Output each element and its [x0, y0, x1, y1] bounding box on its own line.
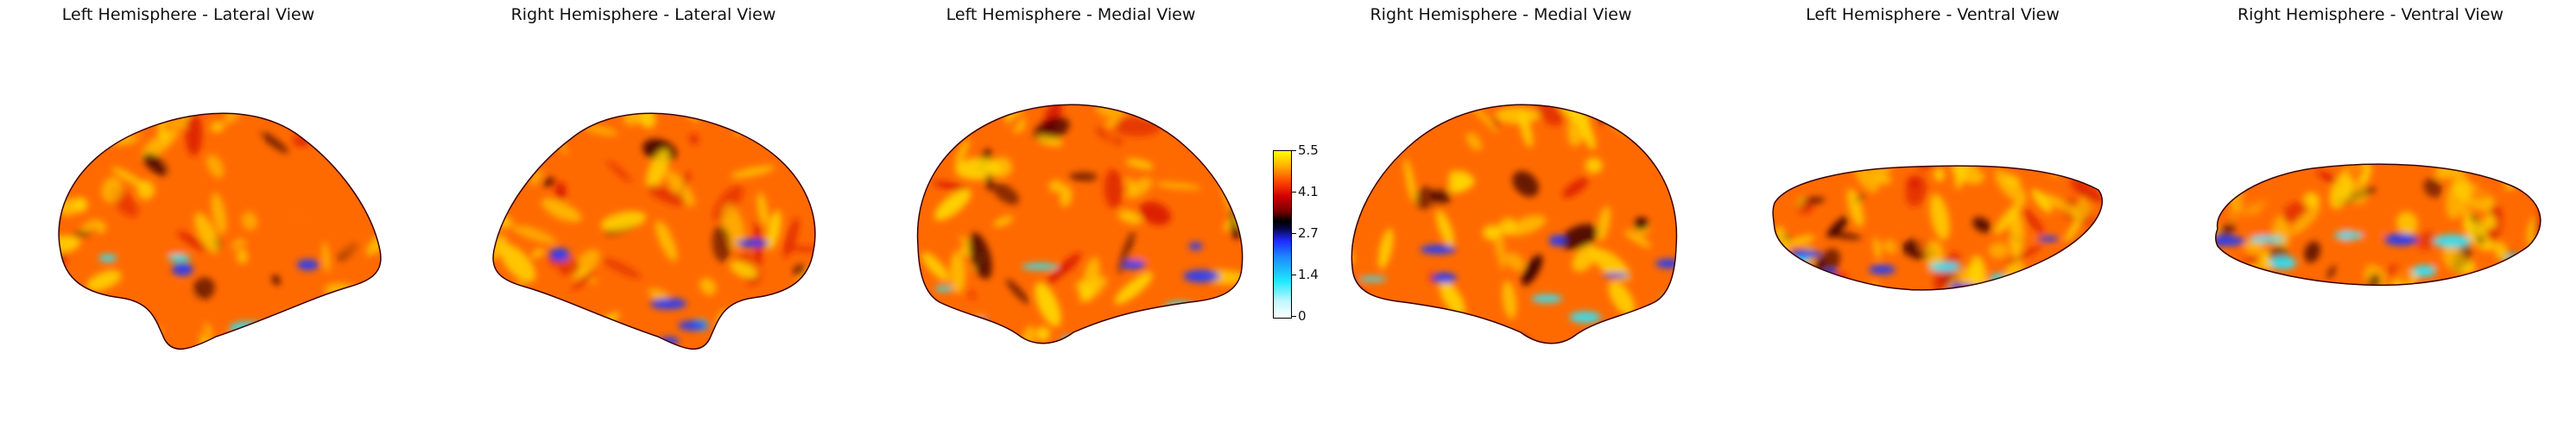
colorbar-tick: [1291, 192, 1296, 193]
brain-left-medial: [916, 104, 1244, 344]
colorbar-tick: [1291, 316, 1296, 317]
panel-title-right-ventral: Right Hemisphere - Ventral View: [2237, 5, 2504, 24]
colorbar-tick-label: 0: [1298, 308, 1307, 324]
brain-right-ventral: [2214, 163, 2541, 287]
panel-title-left-ventral: Left Hemisphere - Ventral View: [1806, 5, 2060, 24]
panel-title-right-medial: Right Hemisphere - Medial View: [1370, 5, 1632, 24]
panel-title-left-lateral: Left Hemisphere - Lateral View: [61, 5, 315, 24]
colorbar-tick-label: 4.1: [1298, 184, 1319, 199]
colorbar: [1273, 150, 1292, 319]
brain-left-lateral: [58, 112, 382, 350]
colorbar-tick-label: 2.7: [1298, 225, 1319, 241]
colorbar-tick: [1291, 150, 1296, 151]
colorbar-tick-label: 5.5: [1298, 142, 1319, 158]
panel-title-right-lateral: Right Hemisphere - Lateral View: [510, 5, 776, 24]
brain-right-lateral: [492, 112, 816, 350]
brain-right-medial: [1351, 104, 1678, 344]
panel-title-left-medial: Left Hemisphere - Medial View: [946, 5, 1196, 24]
colorbar-tick-label: 1.4: [1298, 267, 1319, 282]
brain-left-ventral: [1772, 165, 2103, 291]
colorbar-tick: [1291, 233, 1296, 234]
